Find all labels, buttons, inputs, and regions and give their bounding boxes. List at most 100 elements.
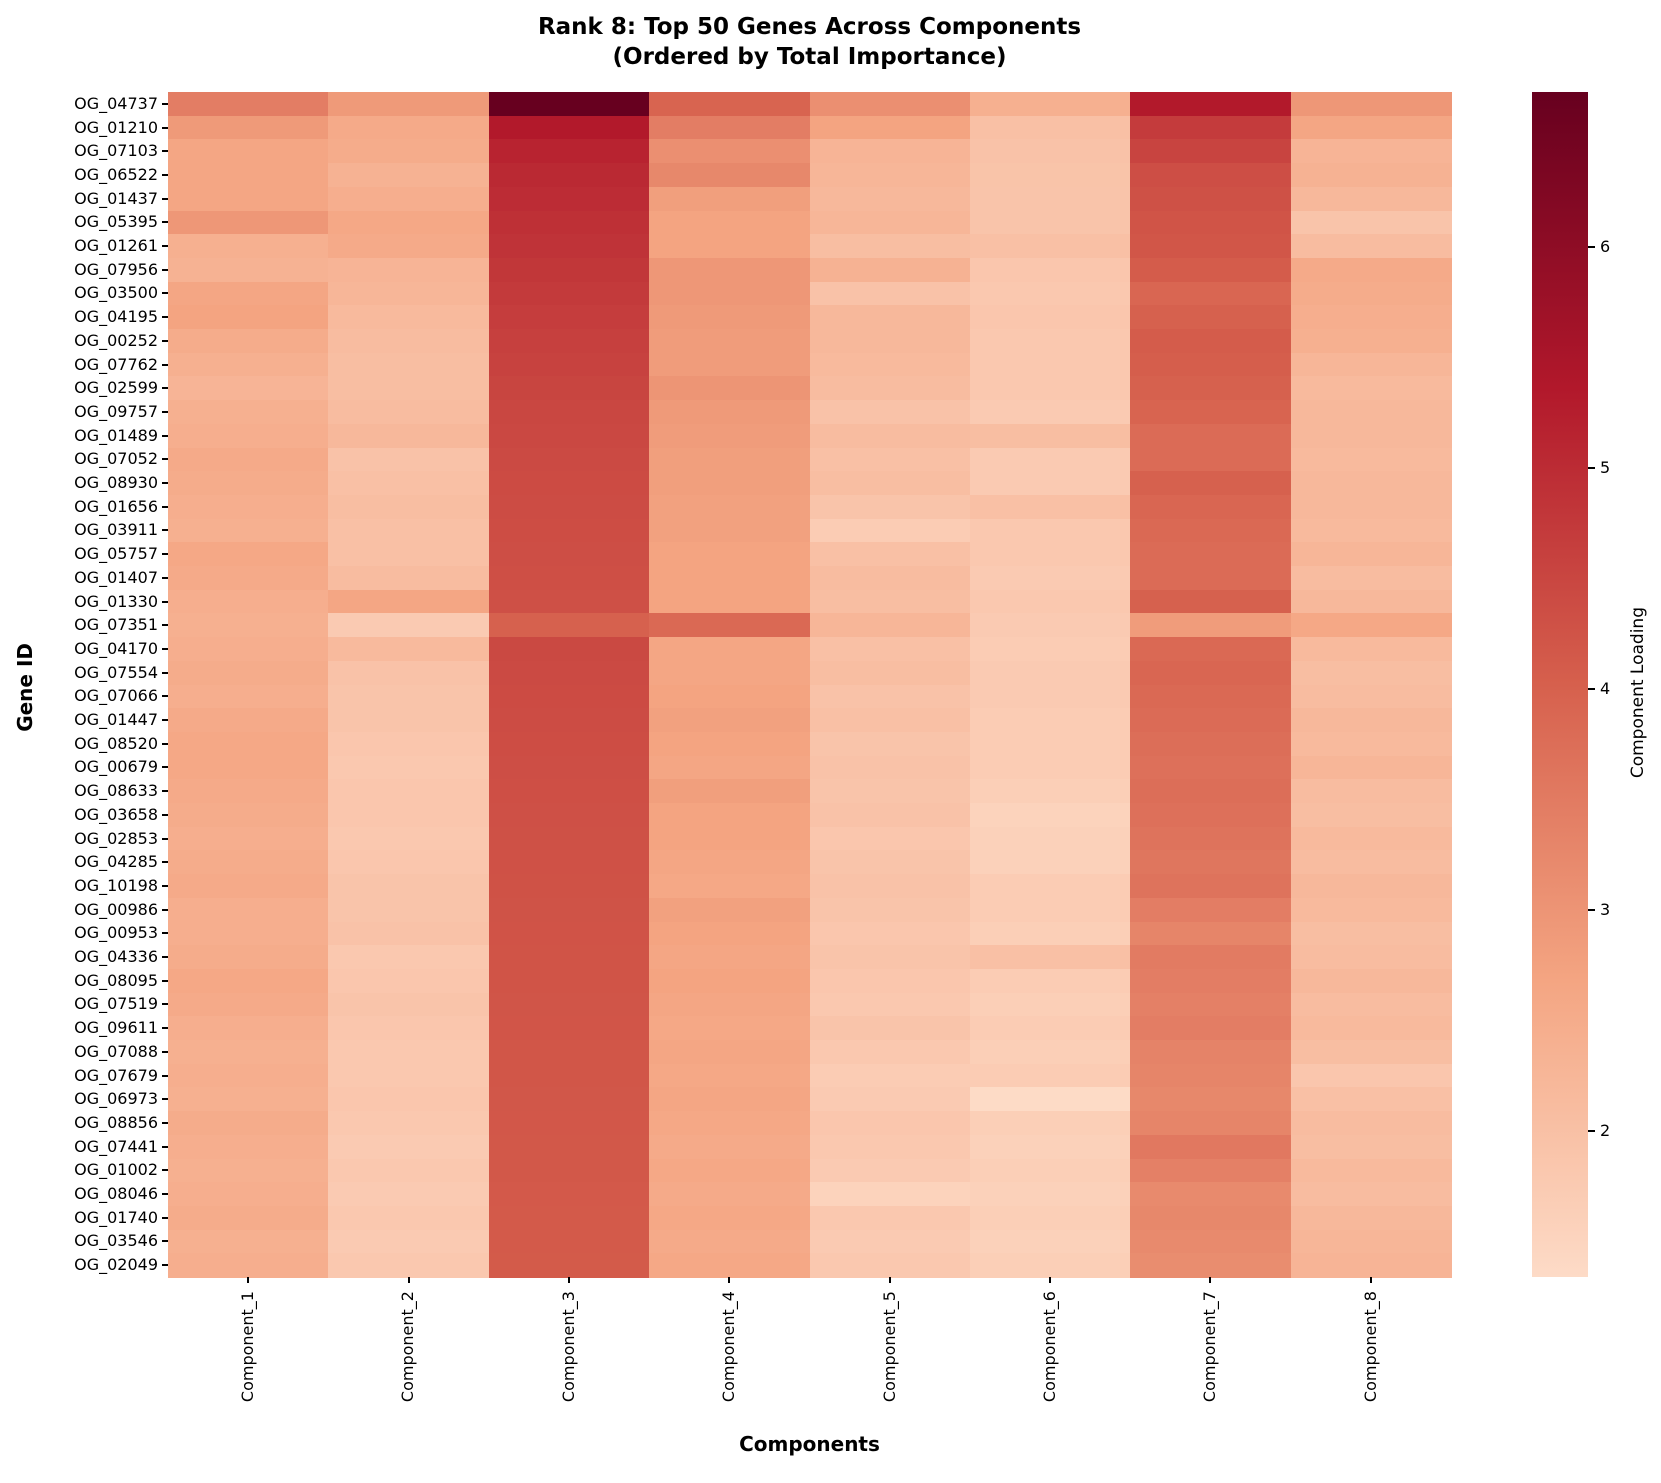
heatmap-cell [1290, 637, 1452, 662]
gene-tick-label: OG_01407 [74, 567, 158, 587]
y-axis-tick [162, 482, 168, 485]
heatmap-cell [328, 1182, 490, 1207]
heatmap-cell [809, 708, 971, 733]
y-axis-tick [162, 1145, 168, 1148]
heatmap-cell [1130, 210, 1292, 235]
heatmap-cell [969, 352, 1131, 377]
heatmap-cell [168, 1016, 329, 1041]
y-axis-tick [162, 742, 168, 745]
heatmap-cell [969, 1040, 1131, 1065]
gene-tick-label: OG_01002 [74, 1160, 158, 1180]
heatmap-cell [649, 1134, 811, 1160]
gene-tick-label: OG_05395 [74, 212, 158, 232]
heatmap-cell [328, 850, 490, 875]
heatmap-cell [488, 1111, 650, 1136]
heatmap-cell [1130, 423, 1292, 449]
heatmap-cell [488, 1229, 650, 1254]
heatmap-cell [1130, 921, 1292, 946]
heatmap-cell [328, 1040, 490, 1065]
y-axis-tick [162, 647, 168, 650]
heatmap-cell [649, 494, 811, 520]
heatmap-cell [1290, 708, 1452, 733]
heatmap-cell [328, 708, 490, 733]
component-tick-label: Component_6 [1040, 1291, 1060, 1403]
heatmap-cell [969, 210, 1131, 235]
heatmap-cell [649, 186, 811, 212]
heatmap-cell [649, 518, 811, 543]
y-axis-tick [162, 884, 168, 887]
heatmap-cell [649, 400, 811, 425]
heatmap-cell [649, 613, 811, 638]
heatmap-cell [328, 163, 490, 188]
heatmap-cell [1130, 731, 1292, 757]
heatmap-cell [168, 139, 329, 164]
heatmap-cell [809, 1040, 971, 1065]
heatmap-cell [1290, 897, 1452, 923]
gene-tick-label: OG_07762 [74, 354, 158, 374]
heatmap-cell [809, 921, 971, 946]
heatmap-cell [809, 874, 971, 899]
heatmap-cell [488, 1253, 650, 1278]
heatmap-cell [1290, 1253, 1452, 1278]
heatmap-cell [969, 139, 1131, 164]
heatmap-cell [809, 329, 971, 354]
y-axis-tick [162, 553, 168, 556]
heatmap-cell [1130, 542, 1292, 567]
heatmap-cell [809, 234, 971, 259]
heatmap-cell [1130, 779, 1292, 804]
heatmap-cell [168, 329, 329, 354]
heatmap-cell [969, 921, 1131, 946]
heatmap-cell [809, 1253, 971, 1278]
heatmap-cell [488, 945, 650, 970]
heatmap-cell [488, 1016, 650, 1041]
heatmap-cell [1130, 1134, 1292, 1160]
heatmap-cell [969, 566, 1131, 591]
y-axis-tick [162, 363, 168, 366]
gene-tick-label: OG_10198 [74, 875, 158, 895]
heatmap-cell [328, 803, 490, 828]
component-tick-label: Component_3 [558, 1291, 578, 1403]
heatmap-cell [168, 186, 329, 212]
heatmap-cell [809, 376, 971, 401]
heatmap-cell [168, 613, 329, 638]
heatmap-cell [1290, 850, 1452, 875]
heatmap-cell [1130, 1229, 1292, 1254]
heatmap-cell [649, 1111, 811, 1136]
heatmap-cell [649, 471, 811, 496]
heatmap-cell [168, 352, 329, 377]
heatmap-cell [1290, 305, 1452, 330]
heatmap-cell [1130, 186, 1292, 212]
heatmap-cell [1290, 731, 1452, 757]
heatmap-cell [969, 163, 1131, 188]
heatmap-cell [488, 731, 650, 757]
heatmap-cell [649, 329, 811, 354]
heatmap-cell [1290, 257, 1452, 283]
heatmap-cell [969, 1229, 1131, 1254]
y-axis-tick [162, 1050, 168, 1053]
heatmap-cell [1290, 1205, 1452, 1231]
component-tick-label: Component_5 [879, 1291, 899, 1403]
heatmap-cell [168, 660, 329, 686]
heatmap-cell [488, 423, 650, 449]
heatmap-cell [1130, 992, 1292, 1017]
heatmap-cell [1130, 708, 1292, 733]
y-axis-tick [162, 956, 168, 959]
heatmap-cell [969, 305, 1131, 330]
gene-tick-label: OG_00986 [74, 899, 158, 919]
heatmap-cell [1290, 542, 1452, 567]
heatmap-cell [649, 566, 811, 591]
heatmap-cell [649, 352, 811, 377]
heatmap-cell [488, 494, 650, 520]
heatmap-cell [168, 1205, 329, 1231]
heatmap-cell [1290, 1087, 1452, 1112]
heatmap-cell [809, 968, 971, 994]
heatmap-cell [1130, 874, 1292, 899]
heatmap-cell [809, 163, 971, 188]
heatmap-cell [649, 1087, 811, 1112]
heatmap-cell [649, 163, 811, 188]
y-axis-tick [162, 695, 168, 698]
gene-tick-label: OG_04336 [74, 947, 158, 967]
heatmap-cell [328, 613, 490, 638]
heatmap-cell [1130, 329, 1292, 354]
heatmap-cell [809, 992, 971, 1017]
